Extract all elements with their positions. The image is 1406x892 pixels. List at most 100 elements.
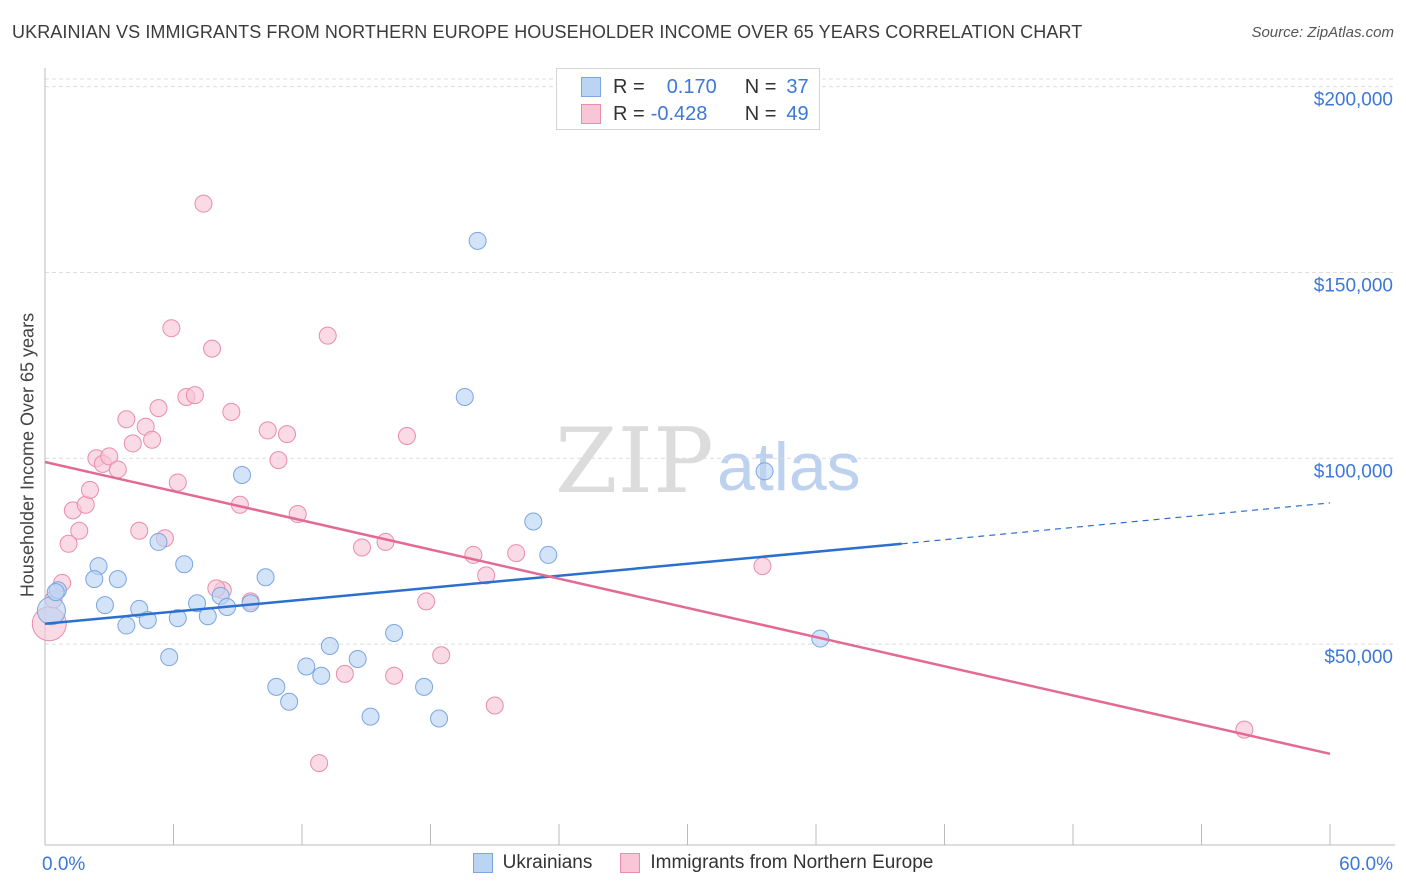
immigrants-point (385, 666, 404, 685)
legend-item-ukrainians: Ukrainians (472, 852, 593, 874)
n-label: N = (744, 102, 777, 125)
blue-swatch (581, 77, 601, 97)
immigrants-point (269, 451, 288, 470)
immigrants-point (335, 664, 354, 683)
source-credit: Source: ZipAtlas.com (1251, 24, 1394, 41)
immigrants-point (278, 425, 297, 444)
ukrainians-trend-extension (901, 502, 1331, 545)
ukrainians-point (524, 512, 543, 531)
immigrants-point (318, 326, 337, 345)
r-label: R = (613, 102, 645, 125)
ukrainians-point (297, 657, 316, 676)
ukrainians-point (385, 623, 404, 642)
ukrainians-point (117, 616, 136, 635)
immigrants-point (352, 538, 371, 557)
blue-swatch (472, 853, 493, 873)
immigrants-point (100, 447, 119, 466)
n-label: N = (744, 75, 777, 98)
immigrants-point (59, 534, 78, 553)
chart-title: UKRAINIAN VS IMMIGRANTS FROM NORTHERN EU… (12, 22, 1083, 42)
ukrainians-point (312, 666, 331, 685)
immigrants-point (162, 319, 181, 338)
ukrainians-trend-line (44, 542, 902, 625)
immigrants-point (203, 339, 222, 358)
immigrants-point (397, 426, 416, 445)
ukrainians-point (415, 677, 434, 696)
immigrants-point (417, 592, 436, 611)
ukrainians-point (256, 568, 275, 587)
immigrants-point (753, 557, 772, 576)
ukrainians-point (95, 596, 114, 615)
trend-lines (44, 460, 1331, 756)
immigrants-point (432, 646, 451, 665)
ukrainians-point (85, 570, 104, 589)
immigrants-point (310, 754, 329, 773)
immigrants-point (108, 460, 127, 479)
x-tick-label: 0.0% (42, 854, 85, 875)
immigrants-point (123, 434, 142, 453)
immigrants-point (194, 194, 213, 213)
r-value: -0.428 (650, 102, 708, 125)
series-legend: Ukrainians Immigrants from Northern Euro… (0, 852, 1406, 874)
y-axis-label: Householder Income Over 65 years (17, 312, 38, 598)
immigrants-point (507, 544, 526, 563)
ukrainians-point (348, 650, 367, 669)
ukrainians-point (160, 648, 179, 667)
legend-label: Ukrainians (502, 852, 593, 873)
immigrants-point (117, 410, 136, 429)
ukrainians-point (108, 570, 127, 589)
y-tick-label: $200,000 (1314, 90, 1393, 111)
immigrants-point (168, 473, 187, 492)
ukrainians-point (320, 637, 339, 656)
ukrainians-point (539, 545, 558, 564)
immigrants-point (80, 480, 99, 499)
immigrants-point (143, 430, 162, 449)
ukrainians-point (267, 677, 286, 696)
ukrainians-point (149, 532, 168, 551)
correlation-legend: R = 0.170 N = 37 R = -0.428 N = 49 (556, 68, 820, 130)
tick-labels: $50,000 $100,000 $150,000 $200,000 0.0% 60.0% (42, 90, 1393, 875)
immigrants-point (130, 521, 149, 540)
ukrainians-point (361, 707, 380, 726)
ukrainians-point (46, 583, 65, 602)
ukrainians-point (280, 692, 299, 711)
ukrainians-point (468, 231, 487, 250)
axes (44, 68, 1395, 846)
legend-row-ukrainians: R = 0.170 N = 37 (581, 75, 809, 99)
immigrants-point (76, 495, 95, 514)
immigrants-point (222, 402, 241, 421)
legend-row-immigrants: R = -0.428 N = 49 (581, 102, 809, 126)
pink-swatch (620, 853, 641, 873)
ukrainians-point (36, 596, 66, 626)
ukrainians-point (430, 709, 449, 728)
y-tick-label: $50,000 (1324, 647, 1393, 668)
n-value: 37 (786, 75, 809, 98)
watermark-atlas: atlas (717, 429, 861, 505)
y-tick-label: $100,000 (1314, 461, 1393, 482)
watermark: ZIP atlas (555, 409, 861, 514)
ukrainians-point (755, 462, 774, 481)
pink-swatch (581, 104, 601, 124)
immigrants-point (70, 521, 89, 540)
ukrainians-point (233, 466, 252, 485)
immigrants-point (485, 696, 504, 715)
legend-label: Immigrants from Northern Europe (650, 852, 934, 873)
immigrants-point (149, 399, 168, 418)
r-label: R = (613, 75, 645, 98)
legend-item-immigrants: Immigrants from Northern Europe (620, 852, 933, 874)
x-tick-label: 60.0% (1339, 854, 1393, 875)
immigrants-point (185, 386, 204, 405)
watermark-zip: ZIP (555, 409, 714, 514)
grid-lines (45, 78, 1395, 645)
r-value: 0.170 (666, 75, 717, 98)
immigrants-point (477, 566, 496, 585)
ukrainians-point (188, 594, 207, 613)
immigrants-point (258, 421, 277, 440)
ukrainians-point (175, 555, 194, 574)
ukrainians-point (455, 387, 474, 406)
y-tick-label: $150,000 (1314, 275, 1393, 296)
ukrainians-point (168, 609, 187, 628)
n-value: 49 (786, 102, 809, 125)
immigrants-trend-line (44, 460, 1331, 756)
